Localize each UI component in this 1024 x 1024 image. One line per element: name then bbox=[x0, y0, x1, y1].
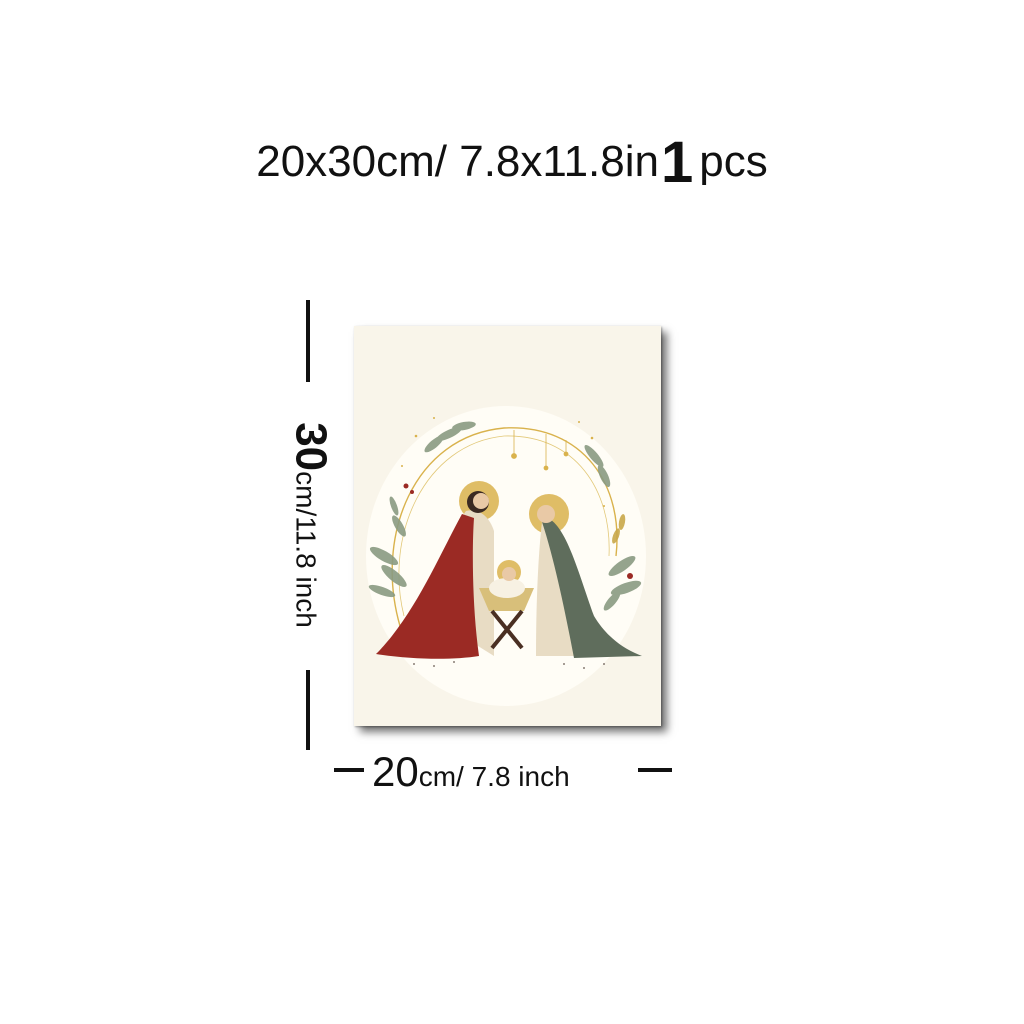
nativity-artwork bbox=[366, 406, 646, 706]
height-marker-bottom bbox=[306, 670, 310, 750]
width-number: 20 bbox=[372, 748, 419, 795]
height-unit-text: cm/11.8 inch bbox=[290, 471, 322, 628]
width-dimension-label: 20cm/ 7.8 inch bbox=[372, 751, 570, 797]
width-marker-right bbox=[638, 768, 672, 772]
height-dimension-label: 30cm/11.8 inch bbox=[287, 422, 336, 628]
quantity-number: 1 bbox=[661, 130, 694, 195]
width-unit-text: cm/ 7.8 inch bbox=[418, 761, 570, 792]
size-text: 20x30cm/ 7.8x11.8in bbox=[256, 137, 660, 186]
product-size-title: 20x30cm/ 7.8x11.8in1 pcs bbox=[0, 132, 1024, 193]
height-number: 30 bbox=[286, 422, 336, 472]
quantity-unit: pcs bbox=[699, 137, 768, 186]
canvas-print bbox=[354, 326, 661, 726]
height-marker-top bbox=[306, 300, 310, 382]
width-marker-left bbox=[334, 768, 364, 772]
